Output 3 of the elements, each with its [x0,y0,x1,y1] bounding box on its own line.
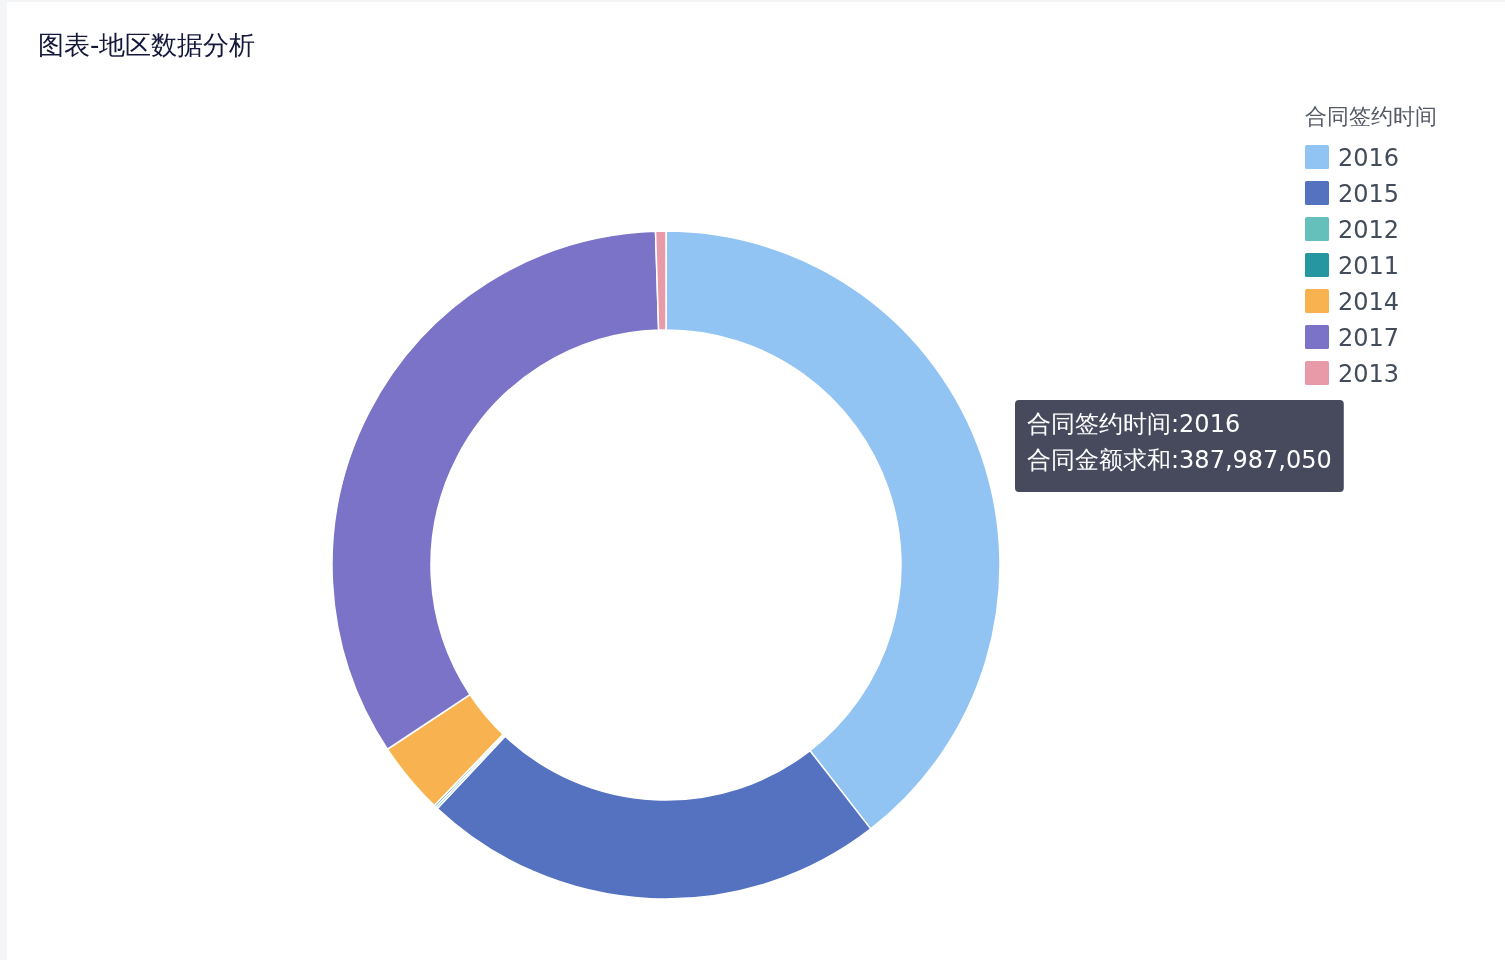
annotation: 合同金额求和:387,987,050 [1027,446,1332,474]
title: 图表-地区数据分析 [38,30,256,60]
annotation: 合同签约时间:2016 [1027,410,1241,438]
